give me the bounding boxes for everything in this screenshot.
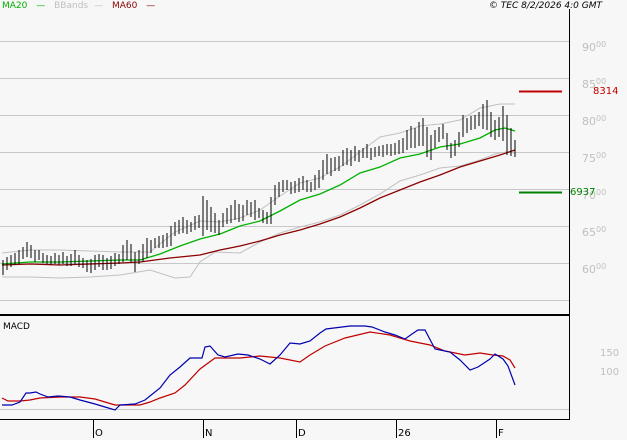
- macd-label-150: 150: [600, 348, 620, 359]
- ma60-line: [1, 149, 516, 266]
- x-label-dec: D: [298, 428, 306, 439]
- legend-ma20: MA20 —: [2, 1, 46, 11]
- price-label-6500: 6500: [582, 225, 607, 239]
- legend-ma60: MA60 —: [111, 1, 156, 11]
- price-label-7000: 7000: [582, 188, 607, 202]
- price-label-8500: 8500: [582, 77, 607, 91]
- price-label-8000: 8000: [582, 114, 607, 128]
- bband-lower: [2, 151, 516, 279]
- ohlc-bars: [2, 100, 516, 275]
- macd-signal-line: [1, 331, 516, 406]
- x-label-nov: N: [205, 428, 213, 439]
- x-axis-ticks: [93, 420, 497, 438]
- legend-ma60-label: MA60: [111, 1, 138, 11]
- legend-bbands: BBands —: [54, 1, 104, 11]
- x-label-2026: 26: [398, 428, 411, 439]
- price-gridlines: [0, 41, 569, 410]
- price-label-9000: 9000: [582, 40, 607, 54]
- bband-upper: [1, 103, 515, 254]
- price-label-6000: 6000: [582, 262, 607, 276]
- copyright-timestamp: © TEC 8/2/2026 4:0 GMT: [488, 1, 602, 11]
- macd-line: [2, 325, 516, 411]
- legend-bbands-label: BBands: [54, 1, 89, 11]
- resistance-level-label: 8314: [593, 86, 619, 97]
- macd-label-100: 100: [600, 367, 620, 378]
- chart-legend: MA20 — BBands — MA60 —: [2, 0, 161, 12]
- macd-title: MACD: [3, 322, 30, 332]
- ma20-line: [1, 127, 516, 265]
- support-level-label: 6937: [570, 187, 596, 198]
- x-label-oct: O: [95, 428, 103, 439]
- legend-ma20-label: MA20: [2, 1, 28, 11]
- x-label-feb: F: [498, 428, 504, 439]
- price-label-7500: 7500: [582, 151, 607, 165]
